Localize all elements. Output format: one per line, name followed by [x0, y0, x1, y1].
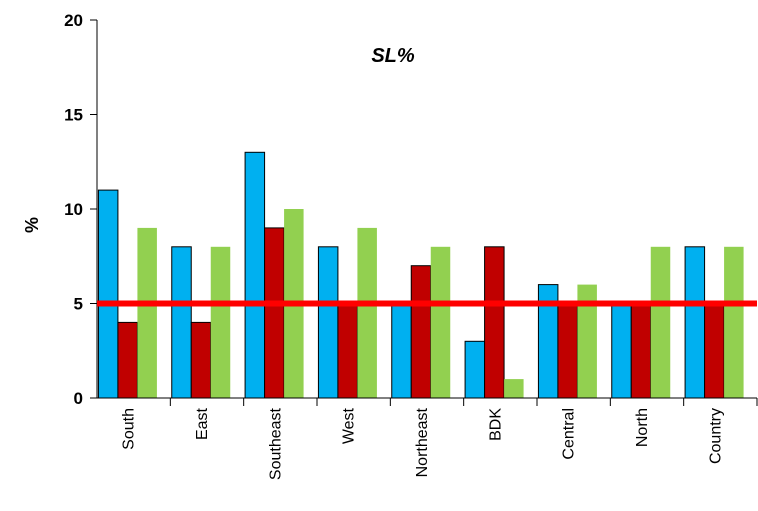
x-tick-label: East — [194, 407, 211, 440]
bar — [244, 151, 266, 399]
y-tick-label: 0 — [74, 389, 83, 408]
bar — [504, 379, 524, 398]
bar — [630, 303, 652, 399]
bar — [577, 284, 597, 398]
bar — [190, 321, 212, 399]
x-tick-label: Central — [561, 408, 578, 460]
y-tick-label: 15 — [64, 106, 83, 125]
y-tick-label: 5 — [74, 295, 83, 314]
bar — [410, 265, 432, 399]
bar — [724, 246, 744, 398]
x-tick-label: West — [341, 407, 358, 444]
bar — [210, 246, 231, 398]
bar — [171, 246, 192, 399]
x-tick-label: Southeast — [267, 407, 284, 480]
bar — [684, 246, 706, 399]
bar — [430, 246, 451, 398]
bar — [650, 246, 671, 398]
bar — [557, 303, 578, 399]
y-tick-label: 10 — [64, 200, 83, 219]
bar — [317, 246, 339, 399]
bar — [97, 189, 119, 399]
y-tick-label: 20 — [64, 11, 83, 30]
bar — [704, 303, 725, 399]
y-axis-label: % — [22, 217, 42, 233]
x-tick-label: North — [634, 408, 651, 447]
bar — [611, 303, 632, 399]
bar — [117, 321, 138, 399]
x-tick-label: Country — [707, 408, 724, 464]
bar — [337, 303, 358, 399]
chart-title: SL% — [371, 45, 415, 67]
bar — [137, 227, 157, 398]
x-tick-label: Northeast — [414, 407, 431, 477]
bar — [264, 227, 285, 399]
x-tick-label: South — [121, 408, 138, 450]
x-tick-label: BDK — [487, 408, 504, 441]
bar — [464, 340, 486, 399]
bar — [357, 227, 377, 398]
bar — [391, 303, 412, 399]
bar — [484, 246, 505, 399]
